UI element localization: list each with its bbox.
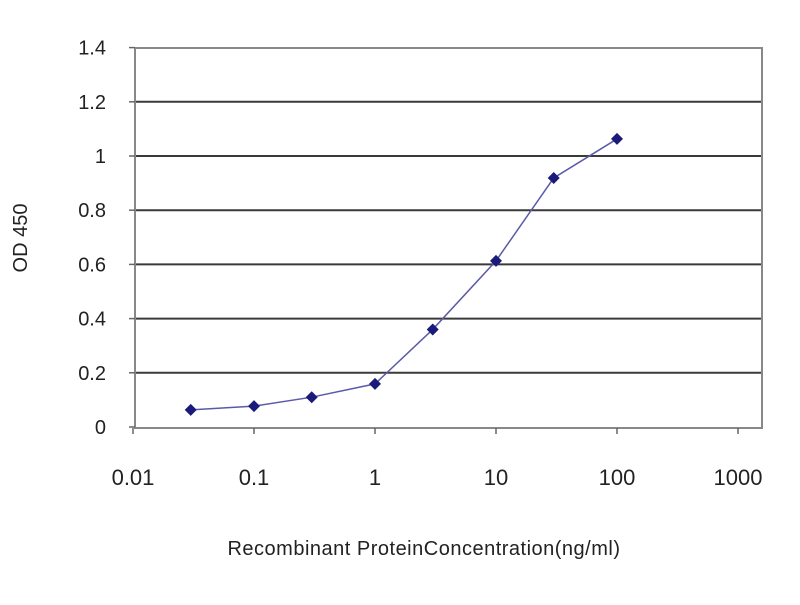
y-tick-label: 0.8 [78, 200, 106, 222]
data-point [305, 391, 318, 404]
y-axis-label: OD 450 [10, 204, 32, 273]
y-tick-label: 1.4 [78, 38, 106, 60]
data-point [426, 323, 439, 336]
data-point [490, 254, 502, 267]
data-point [611, 132, 623, 145]
y-tick-label: 0.2 [78, 363, 106, 385]
data-point [184, 403, 197, 416]
y-tick-label: 1 [95, 146, 106, 168]
y-tick-label: 1.2 [78, 92, 106, 114]
x-tick-label: 1 [369, 465, 381, 490]
y-tick-label: 0.6 [78, 254, 106, 276]
y-tick-label: 0.4 [78, 309, 106, 331]
x-axis-label: Recombinant ProteinConcentration(ng/ml) [227, 538, 620, 560]
x-tick-label: 1000 [714, 465, 763, 490]
plot-area [134, 47, 763, 429]
y-tick-label: 0 [95, 417, 106, 439]
data-point [547, 171, 560, 184]
x-tick-label: 0.01 [112, 465, 155, 490]
x-tick-label: 100 [599, 465, 636, 490]
series-line [190, 138, 618, 411]
x-tick-label: 0.1 [239, 465, 270, 490]
x-tick-label: 10 [484, 465, 508, 490]
data-point [248, 400, 260, 413]
data-point [369, 377, 381, 390]
